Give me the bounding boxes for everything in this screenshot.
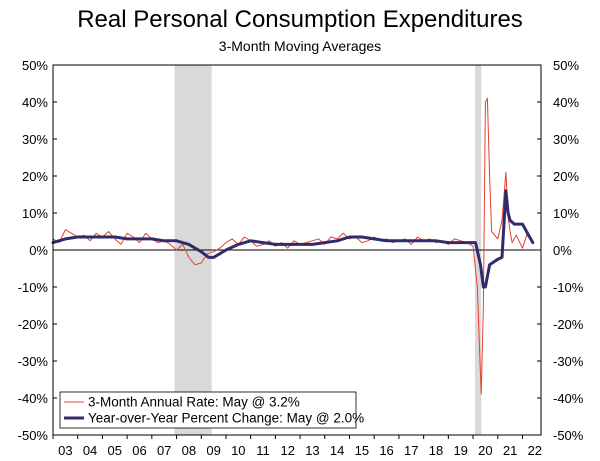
x-tick-label: 12 bbox=[280, 443, 294, 458]
y-tick-label-left: 10% bbox=[22, 206, 48, 221]
x-tick-label: 15 bbox=[355, 443, 369, 458]
y-tick-label-right: 30% bbox=[553, 132, 579, 147]
x-tick-label: 16 bbox=[379, 443, 393, 458]
legend-label-annual-rate: 3-Month Annual Rate: May @ 3.2% bbox=[88, 395, 300, 410]
x-tick-label: 19 bbox=[453, 443, 467, 458]
y-tick-label-left: -50% bbox=[18, 428, 49, 443]
chart-title: Real Personal Consumption Expenditures bbox=[77, 6, 523, 33]
y-tick-label-right: 0% bbox=[553, 243, 572, 258]
x-tick-label: 04 bbox=[83, 443, 97, 458]
x-tick-label: 18 bbox=[429, 443, 443, 458]
y-tick-label-left: 20% bbox=[22, 169, 48, 184]
y-tick-label-left: -30% bbox=[18, 354, 49, 369]
x-tick-label: 21 bbox=[503, 443, 517, 458]
x-tick-label: 20 bbox=[478, 443, 492, 458]
y-tick-label-left: -40% bbox=[18, 391, 49, 406]
y-tick-label-right: 40% bbox=[553, 95, 579, 110]
x-tick-label: 05 bbox=[108, 443, 122, 458]
chart-subtitle: 3-Month Moving Averages bbox=[218, 38, 382, 54]
x-tick-label: 10 bbox=[231, 443, 245, 458]
legend-label-yoy: Year-over-Year Percent Change: May @ 2.0… bbox=[88, 411, 364, 426]
y-tick-label-left: 40% bbox=[22, 95, 48, 110]
y-tick-label-left: -10% bbox=[18, 280, 49, 295]
y-tick-label-left: 0% bbox=[29, 243, 48, 258]
y-tick-label-right: -20% bbox=[553, 317, 584, 332]
x-axis-labels: 03 04 05 06 07 08 09 10 11 12 13 14 15 16 17 18 19 20 21 22 bbox=[58, 443, 542, 458]
series-yoy-line bbox=[51, 189, 535, 289]
y-axis-right-labels: 50% 40% 30% 20% 10% 0% -10% -20% -30% -40% -50% bbox=[553, 58, 584, 443]
y-tick-label-left: -20% bbox=[18, 317, 49, 332]
y-tick-label-right: 50% bbox=[553, 58, 579, 73]
x-tick-label: 11 bbox=[256, 443, 270, 458]
x-tick-label: 09 bbox=[206, 443, 220, 458]
y-tick-label-right: -50% bbox=[553, 428, 584, 443]
x-tick-label: 03 bbox=[58, 443, 72, 458]
legend-box bbox=[59, 391, 357, 429]
y-tick-label-right: -30% bbox=[553, 354, 584, 369]
legend: 3-Month Annual Rate: May @ 3.2% Year-ove… bbox=[59, 391, 364, 429]
x-tick-label: 08 bbox=[182, 443, 196, 458]
x-tick-label: 06 bbox=[132, 443, 146, 458]
y-tick-label-right: -40% bbox=[553, 391, 584, 406]
y-tick-label-right: -10% bbox=[553, 280, 584, 295]
series-annual-rate-line bbox=[52, 97, 532, 395]
x-tick-label: 07 bbox=[157, 443, 171, 458]
y-tick-label-right: 10% bbox=[553, 206, 579, 221]
y-tick-label-left: 30% bbox=[22, 132, 48, 147]
series-lines bbox=[51, 97, 535, 395]
x-tick-label: 13 bbox=[305, 443, 319, 458]
x-tick-label: 22 bbox=[528, 443, 542, 458]
x-tick-label: 17 bbox=[404, 443, 418, 458]
x-tick-label: 14 bbox=[330, 443, 344, 458]
y-tick-label-right: 20% bbox=[553, 169, 579, 184]
axis-ticks bbox=[52, 64, 541, 439]
y-axis-left-labels: 50% 40% 30% 20% 10% 0% -10% -20% -30% -40% -50% bbox=[18, 58, 49, 443]
y-tick-label-left: 50% bbox=[22, 58, 48, 73]
